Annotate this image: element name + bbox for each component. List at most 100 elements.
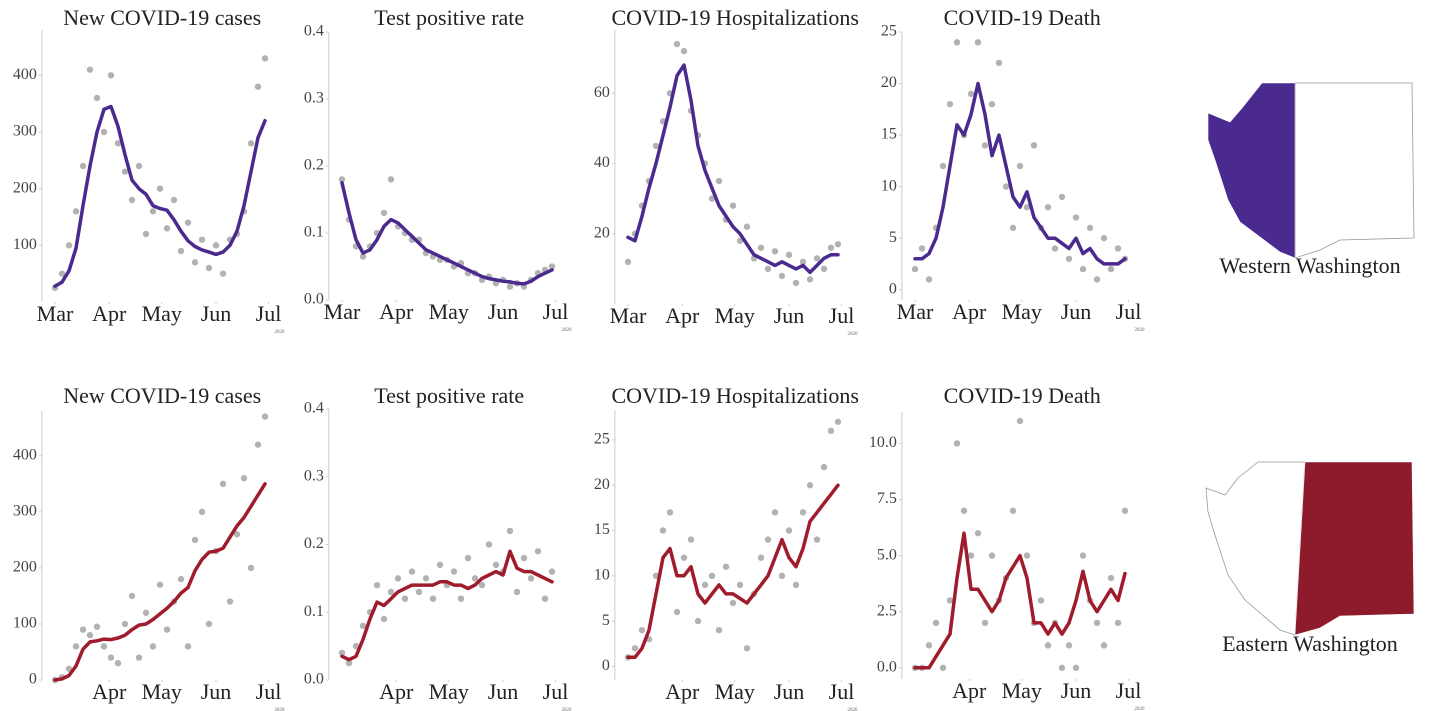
x-tick-label: Apr bbox=[952, 299, 987, 324]
data-point bbox=[93, 623, 101, 630]
data-point bbox=[792, 581, 800, 589]
data-point bbox=[387, 176, 395, 183]
year-caption: 2020 bbox=[1135, 328, 1146, 333]
map-label: Western Washington bbox=[1219, 253, 1400, 278]
data-point bbox=[261, 55, 269, 62]
data-point bbox=[247, 140, 255, 147]
trend-line bbox=[913, 531, 1127, 670]
y-tick-label: 15 bbox=[594, 521, 610, 538]
data-point bbox=[170, 196, 178, 204]
data-point bbox=[834, 418, 842, 425]
chart-panel: New COVID-19 cases 100 200 300 400 Mar Apr May J… bbox=[13, 5, 285, 335]
data-point bbox=[506, 283, 514, 290]
y-tick-label: 20 bbox=[881, 74, 897, 91]
x-tick-label: Jul bbox=[256, 301, 282, 326]
data-point bbox=[58, 270, 66, 277]
data-point bbox=[974, 529, 982, 537]
y-tick-label: 7.5 bbox=[877, 490, 897, 507]
data-point bbox=[1107, 265, 1115, 273]
y-tick-label: 0.2 bbox=[304, 535, 324, 552]
data-point bbox=[1093, 276, 1101, 283]
y-tick-label: 100 bbox=[13, 236, 37, 253]
chart-title: Test positive rate bbox=[374, 383, 524, 408]
data-point bbox=[764, 536, 772, 543]
data-point bbox=[198, 508, 206, 516]
x-tick-label: Jun bbox=[1061, 299, 1092, 324]
trend-line bbox=[626, 63, 840, 275]
data-point bbox=[219, 480, 227, 488]
data-point bbox=[541, 595, 549, 602]
data-point bbox=[946, 100, 954, 108]
x-tick-label: Jun bbox=[201, 679, 232, 704]
x-tick-label: Jul bbox=[543, 299, 569, 324]
data-point bbox=[806, 482, 814, 489]
x-tick-label: Jul bbox=[256, 679, 282, 704]
data-point bbox=[534, 548, 542, 555]
chart-title: New COVID-19 cases bbox=[63, 383, 261, 408]
x-tick-label: Apr bbox=[92, 301, 127, 326]
data-point bbox=[380, 615, 388, 623]
y-tick-label: 0.1 bbox=[304, 224, 324, 241]
data-point bbox=[967, 552, 975, 559]
data-point bbox=[1100, 234, 1108, 242]
data-point bbox=[226, 598, 234, 605]
data-point bbox=[946, 597, 954, 604]
data-point bbox=[156, 185, 164, 192]
data-point bbox=[79, 162, 87, 170]
y-tick-label: 0.4 bbox=[304, 23, 324, 40]
map-region bbox=[1207, 82, 1296, 259]
data-point bbox=[436, 561, 444, 569]
data-point bbox=[785, 527, 793, 534]
y-tick-label: 300 bbox=[13, 123, 37, 140]
x-tick-label: Apr bbox=[379, 299, 414, 324]
data-point bbox=[79, 626, 87, 633]
data-point bbox=[415, 588, 423, 596]
x-tick-label: May bbox=[715, 303, 755, 328]
data-point bbox=[1114, 619, 1122, 627]
data-point bbox=[981, 619, 989, 627]
data-point bbox=[715, 177, 723, 185]
data-point bbox=[1065, 255, 1073, 262]
x-tick-label: Jun bbox=[488, 299, 519, 324]
data-point bbox=[72, 643, 80, 650]
data-point bbox=[827, 427, 835, 435]
data-point bbox=[86, 66, 94, 73]
data-point bbox=[247, 564, 255, 572]
x-tick-label: Jul bbox=[543, 679, 569, 704]
data-point bbox=[1058, 664, 1066, 671]
map-label: Eastern Washington bbox=[1222, 631, 1398, 656]
data-point bbox=[771, 248, 779, 255]
data-point bbox=[799, 258, 807, 266]
y-tick-label: 10 bbox=[881, 177, 897, 194]
data-point bbox=[1044, 204, 1052, 211]
data-point bbox=[394, 575, 402, 582]
y-tick-label: 0 bbox=[602, 657, 610, 674]
data-point bbox=[715, 626, 723, 634]
data-point bbox=[142, 230, 150, 238]
data-point bbox=[925, 642, 933, 649]
x-tick-label: Jul bbox=[829, 303, 855, 328]
data-point bbox=[1100, 642, 1108, 649]
data-point bbox=[967, 90, 975, 98]
data-point bbox=[233, 531, 241, 538]
x-tick-label: Apr bbox=[92, 679, 127, 704]
data-point bbox=[198, 236, 206, 243]
data-point bbox=[988, 100, 996, 108]
data-point bbox=[492, 561, 500, 569]
chart-panel: COVID-19 Hospitalizations 20 40 60 Mar Apr May… bbox=[594, 5, 859, 337]
map-region-outline bbox=[1205, 461, 1306, 636]
data-point bbox=[338, 649, 346, 657]
data-point bbox=[72, 208, 80, 215]
data-point bbox=[128, 592, 136, 600]
x-tick-label: Apr bbox=[952, 678, 987, 703]
x-tick-label: May bbox=[1002, 299, 1042, 324]
x-tick-label: Mar bbox=[324, 299, 361, 324]
data-point bbox=[638, 626, 646, 634]
data-point bbox=[142, 609, 150, 616]
data-point bbox=[778, 272, 786, 280]
data-point bbox=[156, 581, 164, 588]
x-tick-label: May bbox=[142, 679, 182, 704]
data-point bbox=[813, 536, 821, 543]
data-point bbox=[708, 195, 716, 202]
x-tick-label: Mar bbox=[897, 299, 934, 324]
